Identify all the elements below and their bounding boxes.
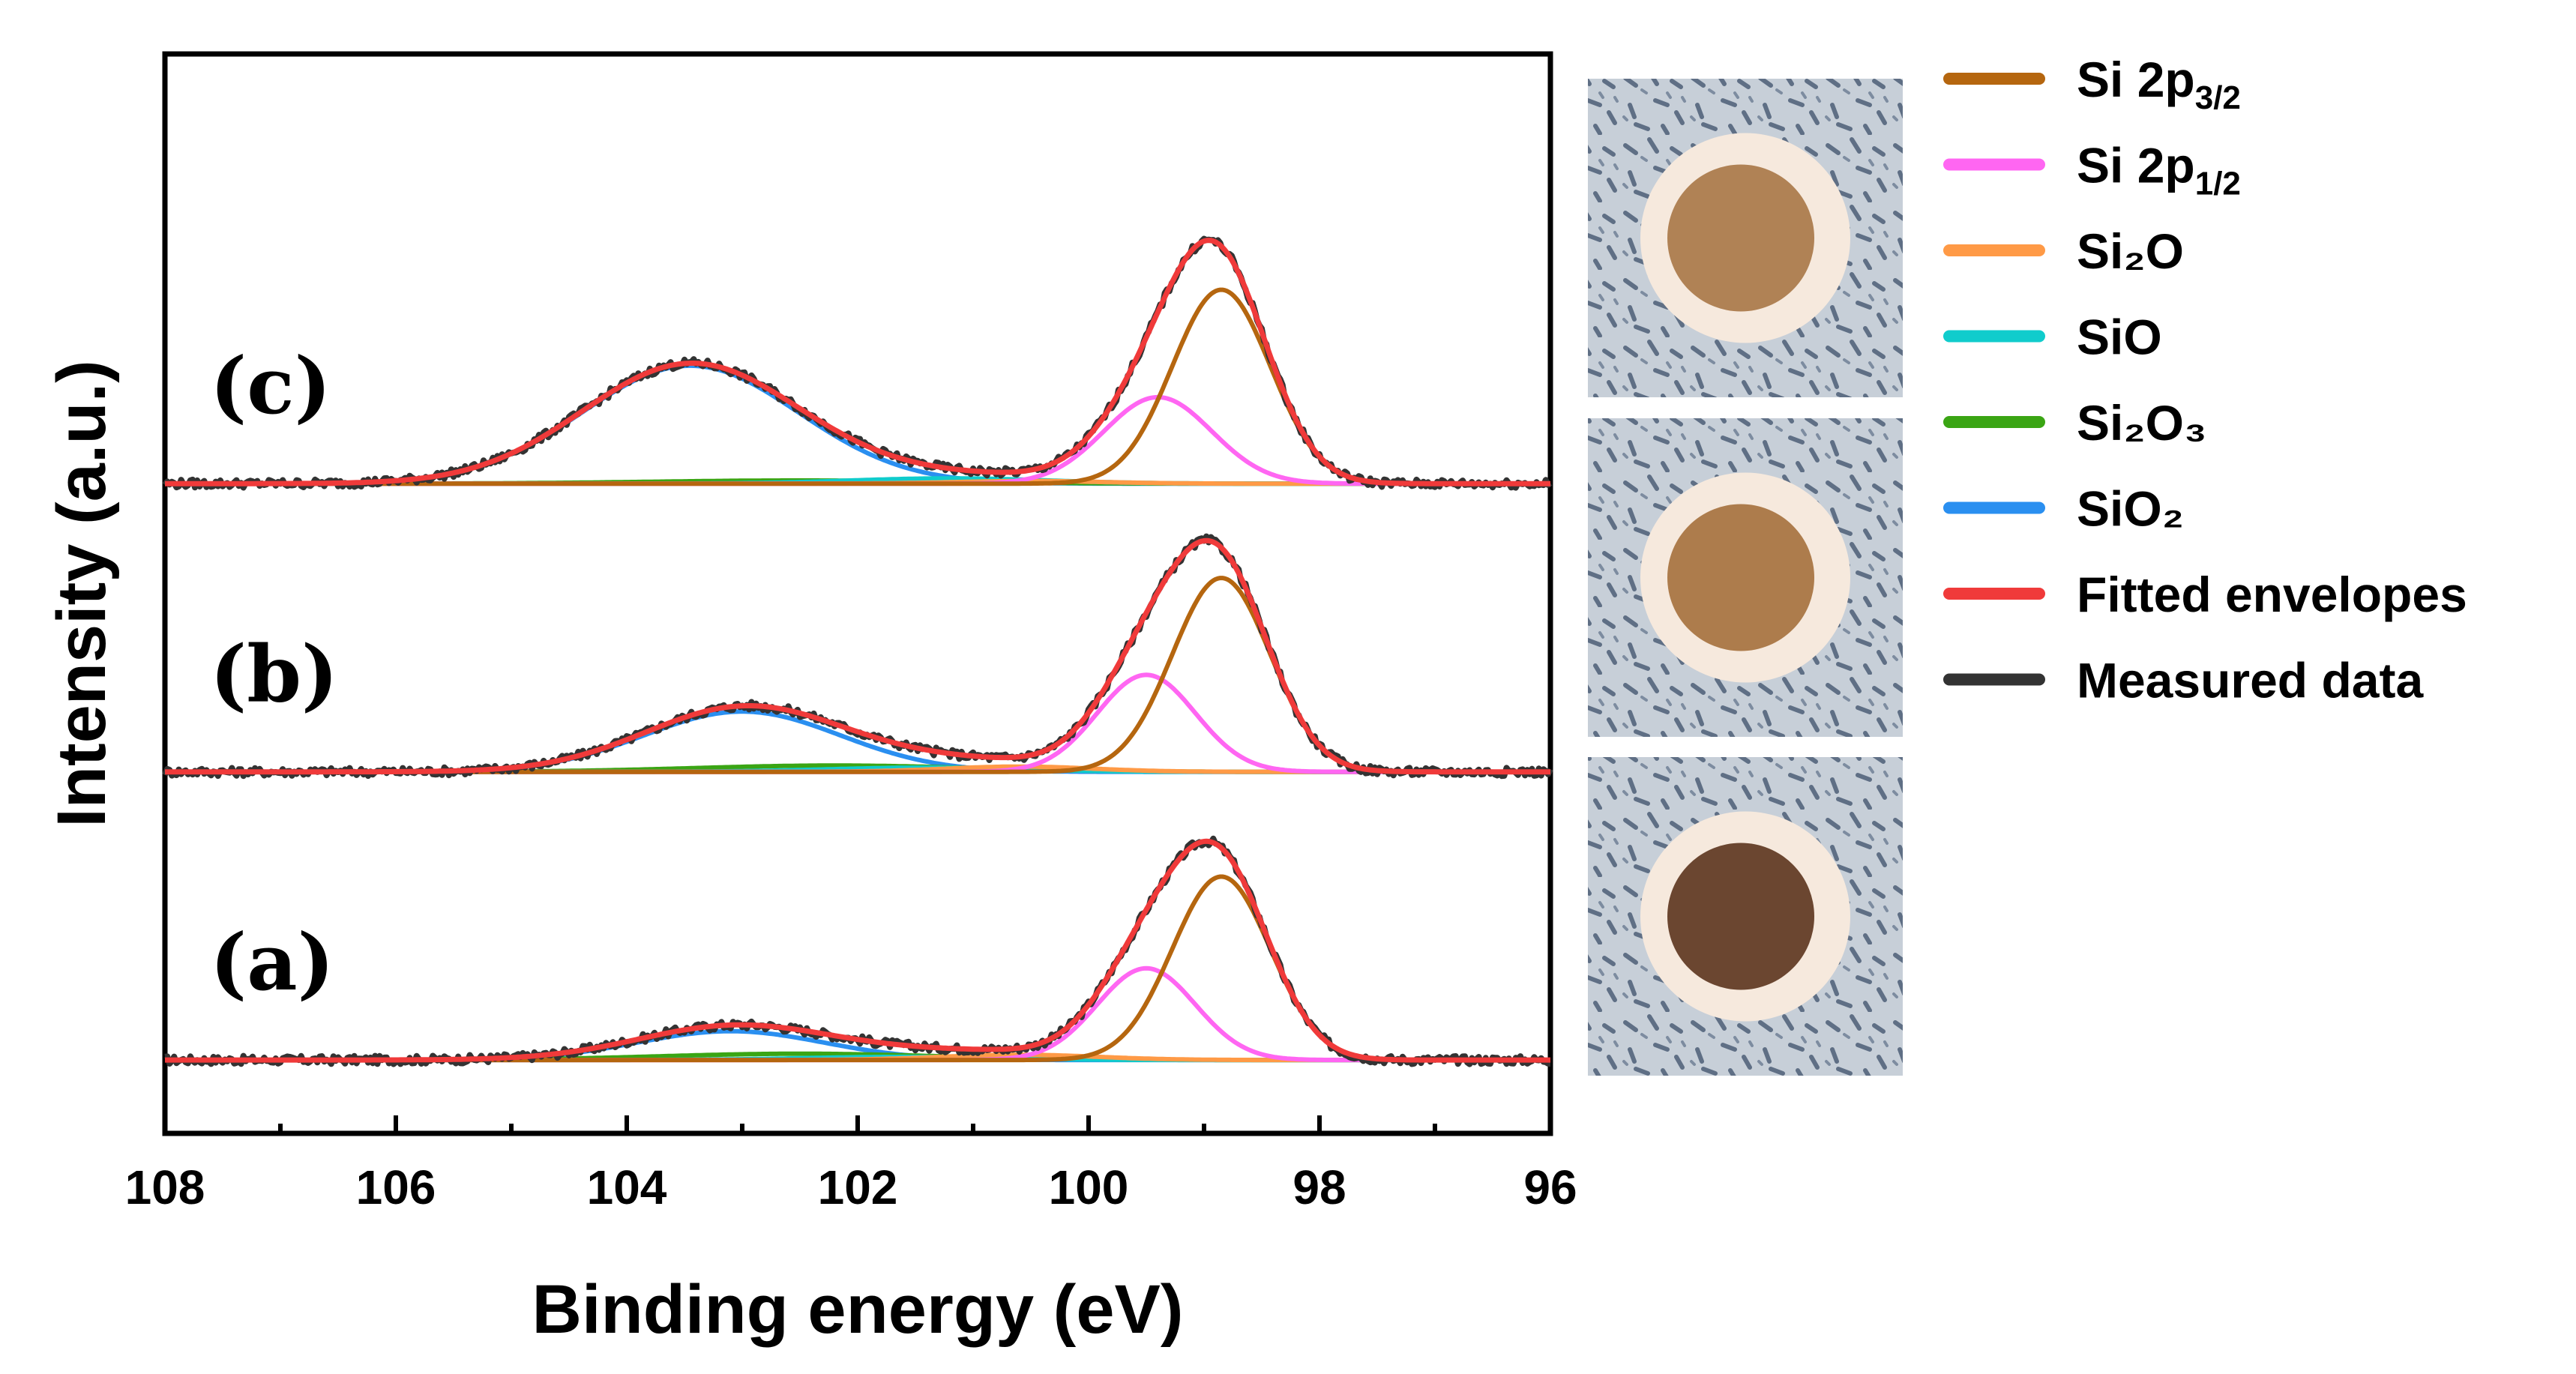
fitted-envelope-line — [164, 537, 1551, 775]
sample-photo-a — [1588, 757, 1903, 1076]
legend-label: Measured data — [2077, 653, 2424, 708]
panel-c — [162, 235, 1553, 491]
component-si_2p12 — [165, 965, 1550, 1063]
sample-photo-b — [1588, 418, 1903, 737]
panel-labels: (a) (b) (c) — [210, 340, 338, 1008]
legend-item-data: Measured data — [1943, 653, 2424, 708]
x-tick-label: 96 — [1523, 1160, 1577, 1214]
legend-label: Si₂O — [2077, 223, 2184, 279]
spectra-curves — [162, 235, 1553, 1067]
legend: Si 2p3/2 Si 2p1/2 Si₂O SiO Si₂O₃ SiO₂ Fitted e… — [1943, 52, 2467, 708]
panel-a — [164, 835, 1551, 1067]
component-sio2 — [165, 363, 1550, 486]
legend-item-si2o: Si₂O — [1943, 223, 2184, 279]
legend-label: SiO — [2077, 310, 2162, 365]
fitted-envelope-line — [164, 838, 1551, 1063]
sample-photo-c — [1588, 79, 1903, 397]
legend-label: SiO₂ — [2077, 481, 2184, 537]
legend-label: Si 2p3/2 — [2077, 52, 2241, 116]
legend-label: Si 2p1/2 — [2077, 138, 2241, 202]
x-tick-label: 104 — [587, 1160, 667, 1214]
sample-disc — [1667, 504, 1814, 651]
legend-item-fit: Fitted envelopes — [1943, 567, 2467, 622]
component-si_2p32 — [165, 874, 1550, 1063]
sample-disc — [1667, 164, 1814, 312]
panel-label: (c) — [210, 340, 331, 432]
panel-label: (b) — [210, 627, 338, 720]
x-tick-label: 100 — [1049, 1160, 1129, 1214]
sample-disc — [1667, 843, 1814, 990]
legend-item-sio2: SiO₂ — [1943, 481, 2184, 537]
legend-item-sio: SiO — [1943, 310, 2162, 365]
plot-frame — [162, 51, 1553, 1136]
panel-label: (a) — [210, 916, 334, 1008]
component-si_2p32 — [165, 287, 1550, 486]
legend-item-si_2p32: Si 2p3/2 — [1943, 52, 2241, 116]
measured-data-line — [164, 835, 1551, 1067]
fitted-envelope-line — [164, 238, 1551, 486]
x-axis-ticks: 108 106 104 102 100 98 96 — [125, 1115, 1577, 1214]
y-axis-title: Intensity (a.u.) — [43, 360, 120, 828]
legend-label: Fitted envelopes — [2077, 567, 2467, 622]
panel-b — [162, 533, 1553, 780]
legend-item-si_2p12: Si 2p1/2 — [1943, 138, 2241, 202]
legend-label: Si₂O₃ — [2077, 395, 2207, 451]
x-tick-label: 102 — [818, 1160, 898, 1214]
x-axis-title: Binding energy (eV) — [532, 1271, 1184, 1348]
x-tick-label: 106 — [356, 1160, 436, 1214]
x-tick-label: 108 — [125, 1160, 205, 1214]
sample-photos — [1588, 79, 1903, 1076]
legend-item-si2o3: Si₂O₃ — [1943, 395, 2207, 451]
x-tick-label: 98 — [1292, 1160, 1346, 1214]
